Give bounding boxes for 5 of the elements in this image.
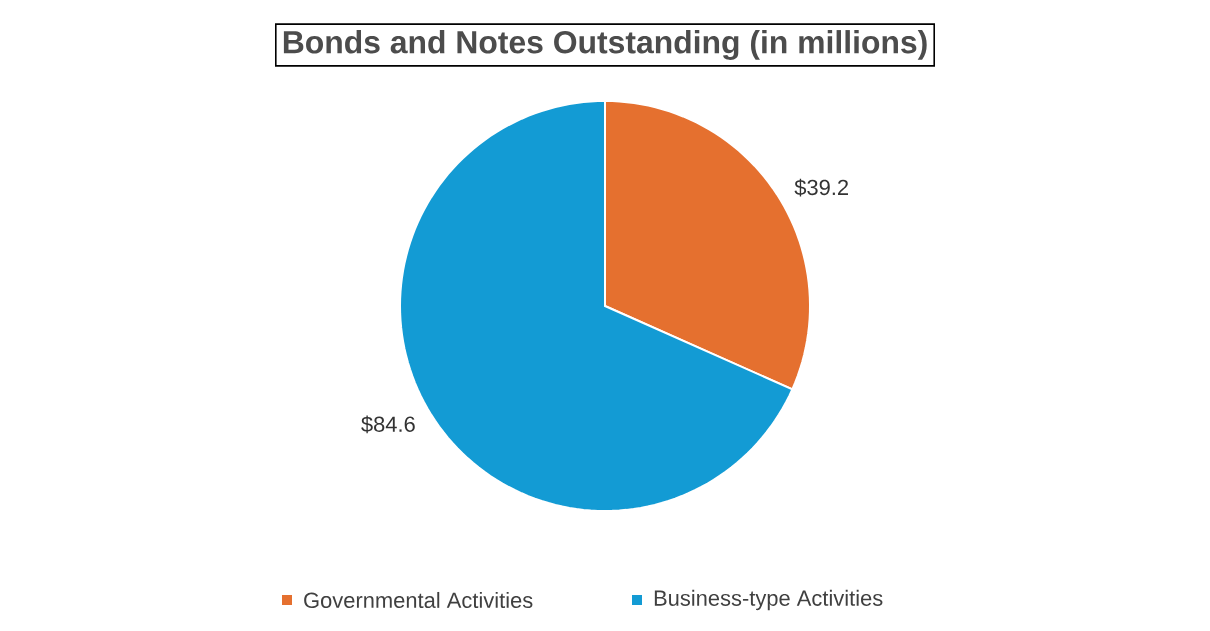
- chart-title: Bonds and Notes Outstanding (in millions): [283, 30, 927, 60]
- legend-label: Business-type Activities: [654, 589, 883, 611]
- data-label: $84.6: [361, 415, 415, 434]
- legend-label: Governmental Activities: [304, 591, 533, 609]
- data-label: $39.2: [794, 178, 848, 197]
